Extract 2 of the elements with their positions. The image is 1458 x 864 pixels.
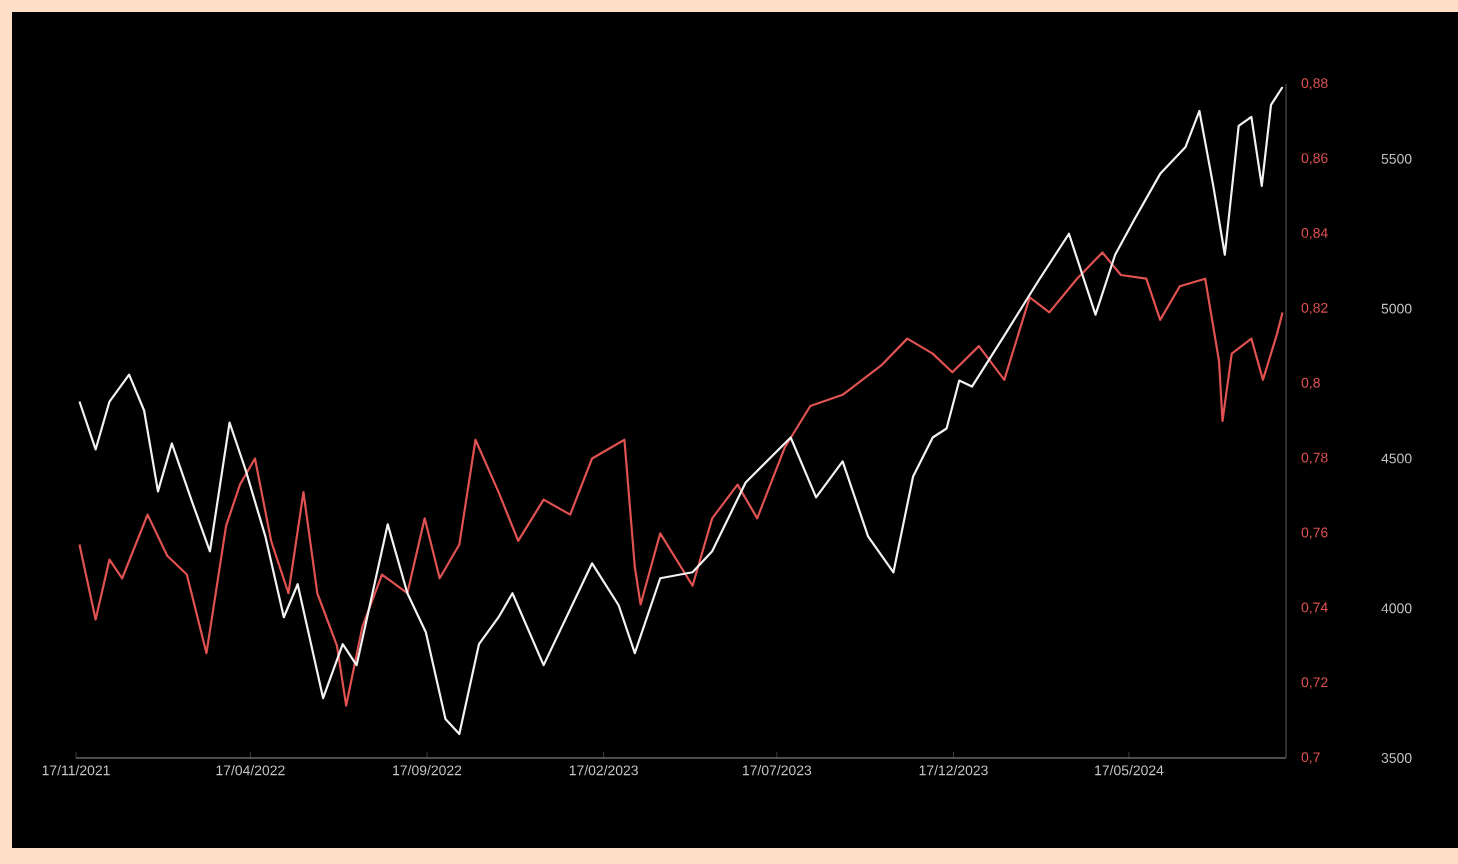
line-series [78,251,1284,707]
line-series [78,85,1284,736]
